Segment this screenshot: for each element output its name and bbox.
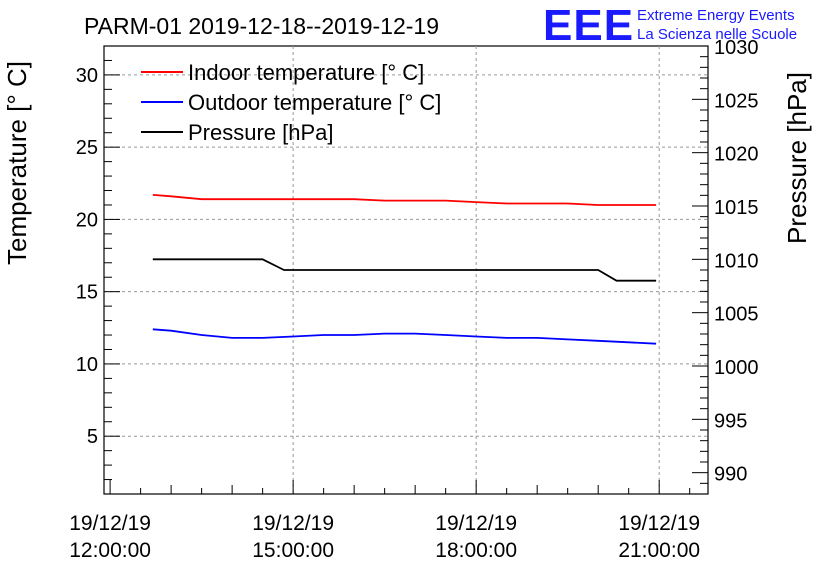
x-tick-label-time: 15:00:00 [252,539,334,562]
legend: Indoor temperature [° C] Outdoor tempera… [141,60,441,145]
logo-subtitle-line2: La Scienza nelle Scuole [637,26,797,43]
tick-label-layer: 19/12/19 12:00:00 19/12/19 15:00:00 19/12/19… [69,37,758,562]
y-axis-right-label: Pressure [hPa] [782,72,812,244]
legend-label-outdoor: Outdoor temperature [° C] [188,90,441,115]
y-axis-left-label: Temperature [° C] [2,61,32,265]
y-left-tick-label: 15 [76,282,98,304]
x-tick-label-date: 19/12/19 [69,512,151,535]
y-right-tick-label: 1025 [714,90,759,112]
x-tick-label-date: 19/12/19 [435,512,517,535]
x-tick-label-time: 12:00:00 [69,539,151,562]
series-line-indoor-temperature [152,194,657,206]
y-left-tick-label: 25 [76,137,98,159]
y-right-tick-label: 1015 [714,197,759,219]
x-tick-label-date: 19/12/19 [618,512,700,535]
y-right-tick-label: 1005 [714,304,759,326]
legend-label-indoor: Indoor temperature [° C] [188,60,424,85]
series-line-pressure [152,258,657,282]
y-left-tick-label: 20 [76,209,98,231]
chart-title: PARM-01 2019-12-18--2019-12-19 [84,13,439,39]
eee-logo: EEE Extreme Energy Events La Scienza nel… [543,1,797,50]
tick-layer [104,45,708,495]
logo-mark: EEE [543,1,634,50]
series-line-outdoor-temperature [152,328,657,345]
y-left-tick-label: 10 [76,354,98,376]
y-right-tick-label: 1010 [714,250,759,272]
y-right-tick-label: 1000 [714,357,759,379]
series-layer [152,194,657,345]
x-tick-label-time: 18:00:00 [435,539,517,562]
logo-subtitle-line1: Extreme Energy Events [637,7,795,24]
y-right-tick-label: 995 [714,410,747,432]
x-tick-label-time: 21:00:00 [618,539,700,562]
y-right-tick-label: 1030 [714,37,759,59]
y-left-tick-label: 5 [87,426,98,448]
y-right-tick-label: 990 [714,464,747,486]
y-left-tick-label: 30 [76,65,98,87]
legend-label-pressure: Pressure [hPa] [188,120,334,145]
y-right-tick-label: 1020 [714,144,759,166]
x-tick-label-date: 19/12/19 [252,512,334,535]
